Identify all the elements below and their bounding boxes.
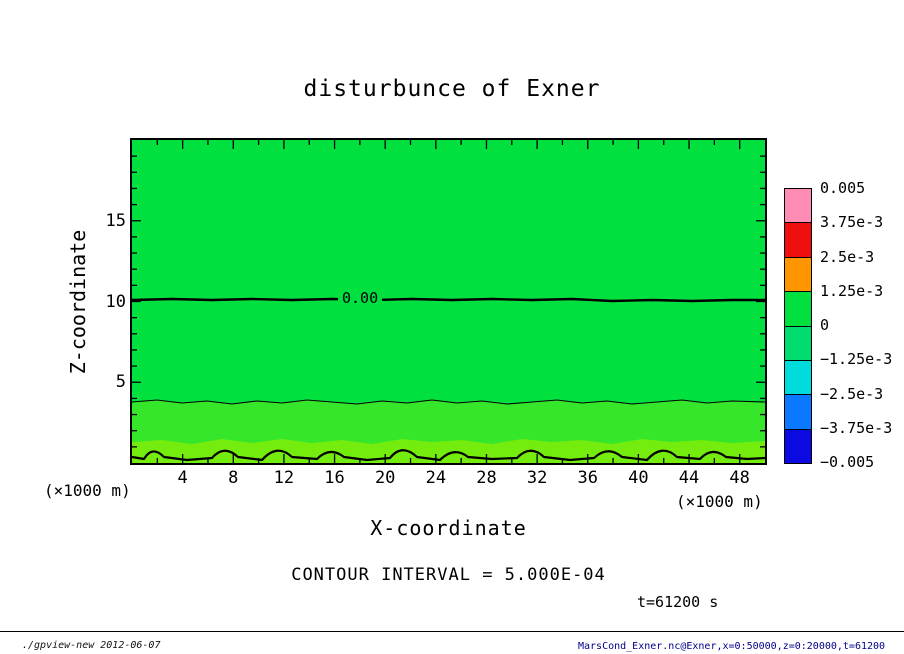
colorbar-tick-label: −2.5e-3 xyxy=(820,384,884,403)
thin-contour-line xyxy=(132,399,765,405)
colorbar-cell xyxy=(785,257,811,293)
colorbar-cell xyxy=(785,223,811,258)
x-tick-label: 8 xyxy=(228,468,239,488)
contour-zero-label: 0.00 xyxy=(338,289,383,307)
contour-plot: 0.00 xyxy=(130,138,767,465)
colorbar-tick-label: −3.75e-3 xyxy=(820,418,893,437)
y-tick-label: 5 xyxy=(115,372,126,393)
x-tick-label: 48 xyxy=(729,468,750,488)
page-title: disturbunce of Exner xyxy=(303,76,601,102)
axis-tick-marks xyxy=(132,140,765,463)
x-axis-title: X-coordinate xyxy=(370,516,527,540)
colorbar-cell xyxy=(785,395,811,430)
x-tick-label: 24 xyxy=(425,468,447,488)
x-tick-label: 20 xyxy=(374,468,396,488)
x-axis-unit: (×1000 m) xyxy=(676,492,763,511)
x-tick-label: 40 xyxy=(628,468,649,488)
footer-divider xyxy=(0,631,904,632)
y-axis-title: Z-coordinate xyxy=(66,229,90,375)
zero-contour-line xyxy=(132,297,765,303)
time-stamp: t=61200 s xyxy=(637,593,719,611)
colorbar-tick-label: 3.75e-3 xyxy=(820,213,884,232)
contour-plot-canvas xyxy=(132,140,765,463)
footer-dataset-info: MarsCond_Exner.nc@Exner,x=0:50000,z=0:20… xyxy=(578,641,886,652)
contour-interval-note: CONTOUR INTERVAL = 5.000E-04 xyxy=(291,565,606,585)
colorbar-tick-label: 0 xyxy=(820,316,830,334)
x-tick-label: 4 xyxy=(177,468,188,488)
colorbar xyxy=(784,188,812,464)
surface-contour-line xyxy=(132,449,765,462)
colorbar-tick-label: −1.25e-3 xyxy=(820,350,893,369)
colorbar-tick-label: 2.5e-3 xyxy=(820,247,875,266)
colorbar-tick-label: 0.005 xyxy=(820,179,866,197)
y-tick-label: 10 xyxy=(105,291,126,312)
footer-program-stamp: ./gpview-new 2012-06-07 xyxy=(22,640,161,651)
colorbar-tick-label: −0.005 xyxy=(820,453,875,471)
colorbar-cell xyxy=(785,360,811,396)
x-tick-label: 12 xyxy=(273,468,295,488)
x-tick-label: 44 xyxy=(678,468,700,488)
x-tick-label: 36 xyxy=(577,468,598,488)
colorbar-cell xyxy=(785,326,811,361)
x-tick-label: 32 xyxy=(526,468,548,488)
y-tick-label: 15 xyxy=(105,210,126,231)
colorbar-cell xyxy=(785,189,811,224)
fill-region-surface-band xyxy=(132,439,765,463)
y-axis-unit: (×1000 m) xyxy=(44,481,131,500)
colorbar-cell xyxy=(785,292,811,327)
x-tick-label: 16 xyxy=(324,468,345,488)
colorbar-tick-label: 1.25e-3 xyxy=(820,281,884,300)
colorbar-cell xyxy=(785,429,811,463)
x-tick-label: 28 xyxy=(476,468,497,488)
